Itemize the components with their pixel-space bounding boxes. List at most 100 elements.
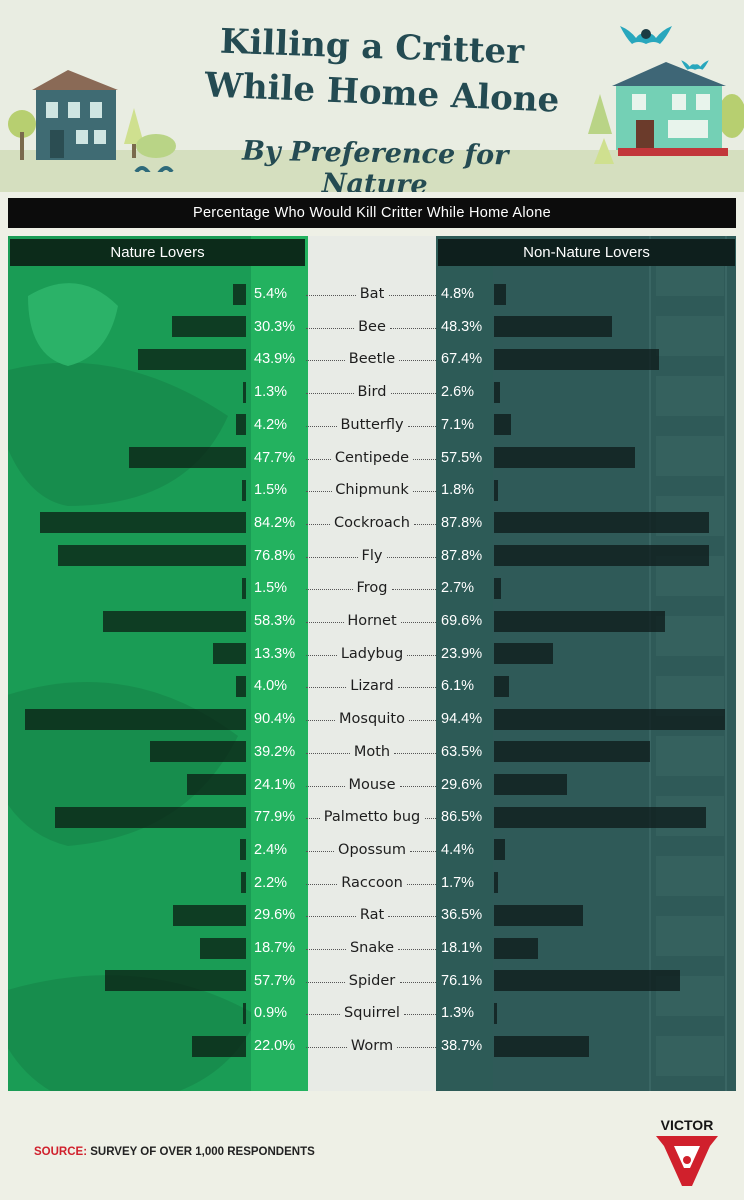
bar-non-nature-4 [494, 414, 512, 436]
critter-label-15: Mouse [348, 776, 396, 793]
bat-small-icon [681, 60, 709, 70]
leader-left-4 [306, 425, 337, 427]
nature-values-strip [251, 236, 308, 1091]
value-non-nature-3: 2.6% [441, 384, 475, 401]
critter-label-11: Ladybug [340, 645, 404, 662]
leader-right-9 [391, 589, 436, 591]
value-nature-8: 76.8% [254, 547, 296, 564]
bar-nature-2 [138, 348, 246, 370]
bar-non-nature-12 [494, 675, 509, 697]
value-nature-22: 0.9% [254, 1005, 288, 1022]
house-right-icon [588, 62, 744, 164]
critter-label-4: Butterfly [340, 416, 404, 433]
leader-left-16 [306, 818, 320, 820]
bar-nature-14 [149, 741, 246, 763]
leader-right-13 [409, 720, 436, 722]
critter-label-22: Squirrel [344, 1005, 400, 1022]
critter-label-19: Rat [359, 907, 385, 924]
critter-label-2: Beetle [348, 351, 396, 368]
leader-right-17 [410, 850, 436, 852]
value-nature-13: 90.4% [254, 711, 296, 728]
leader-left-12 [306, 687, 346, 689]
leader-left-14 [306, 752, 350, 754]
leader-left-9 [306, 589, 353, 591]
critter-label-10: Hornet [347, 613, 397, 629]
bar-non-nature-1 [494, 316, 613, 338]
value-non-nature-5: 57.5% [441, 449, 483, 466]
bar-non-nature-21 [494, 970, 681, 992]
bar-non-nature-13 [494, 708, 726, 730]
critter-label-17: Opossum [338, 841, 406, 858]
bar-nature-6 [242, 479, 246, 501]
bar-non-nature-19 [494, 904, 584, 926]
bar-nature-7 [39, 512, 246, 534]
source-note: SOURCE: SURVEY OF OVER 1,000 RESPONDENTS [34, 1146, 315, 1158]
main-title: Killing a Critter While Home Alone [0, 22, 744, 121]
leader-left-13 [306, 720, 335, 722]
value-non-nature-12: 6.1% [441, 678, 475, 695]
leader-right-16 [424, 818, 436, 820]
value-nature-2: 43.9% [254, 351, 296, 368]
bar-nature-13 [24, 708, 246, 730]
value-non-nature-2: 67.4% [441, 351, 483, 368]
bar-non-nature-18 [494, 872, 499, 894]
critter-label-9: Frog [356, 580, 388, 597]
value-nature-19: 29.6% [254, 907, 296, 924]
subtitle: By Preference for Nature [241, 135, 509, 192]
leader-left-7 [306, 523, 330, 525]
leader-right-3 [390, 393, 436, 395]
bar-nature-1 [171, 316, 246, 338]
logo-text: VICTOR [661, 1117, 714, 1133]
legend-nature-lovers: Nature Lovers [10, 239, 305, 266]
bar-nature-11 [213, 643, 246, 665]
bar-nature-4 [235, 414, 246, 436]
bar-non-nature-7 [494, 512, 710, 534]
header-illustration: Killing a Critter While Home Alone By Pr… [0, 0, 744, 192]
bar-non-nature-2 [494, 348, 660, 370]
bar-nature-9 [242, 577, 246, 599]
ground-strip [0, 150, 744, 192]
bar-non-nature-22 [494, 1002, 498, 1024]
leader-left-0 [306, 295, 356, 296]
leader-left-19 [306, 916, 356, 918]
bat-icon [620, 26, 672, 44]
critter-label-21: Spider [348, 972, 396, 989]
leader-right-6 [412, 491, 436, 493]
leader-left-11 [306, 654, 337, 656]
bar-non-nature-23 [494, 1035, 589, 1057]
value-nature-20: 18.7% [254, 940, 296, 956]
value-non-nature-23: 38.7% [441, 1038, 483, 1055]
value-non-nature-0: 4.8% [441, 286, 475, 302]
house-left-icon [8, 70, 176, 172]
value-nature-0: 5.4% [254, 286, 288, 302]
value-nature-4: 4.2% [254, 416, 288, 433]
leader-right-14 [394, 752, 436, 754]
bar-non-nature-8 [494, 545, 710, 567]
value-non-nature-9: 2.7% [441, 580, 475, 597]
value-non-nature-19: 36.5% [441, 907, 483, 924]
value-nature-16: 77.9% [254, 809, 296, 826]
value-nature-6: 1.5% [254, 482, 288, 499]
leader-left-6 [306, 491, 332, 493]
critter-label-18: Raccoon [341, 874, 403, 891]
value-nature-7: 84.2% [254, 514, 296, 531]
leader-right-10 [400, 622, 436, 623]
value-non-nature-15: 29.6% [441, 776, 483, 793]
value-non-nature-4: 7.1% [441, 416, 475, 433]
bar-nature-0 [232, 283, 246, 305]
value-non-nature-7: 87.8% [441, 514, 483, 531]
leader-left-21 [306, 981, 345, 983]
critter-label-1: Bee [358, 318, 386, 335]
bar-non-nature-20 [494, 937, 539, 959]
critter-label-0: Bat [359, 286, 385, 302]
bar-nature-3 [242, 381, 246, 403]
value-nature-10: 58.3% [254, 613, 296, 629]
bar-non-nature-17 [494, 839, 505, 861]
critter-label-12: Lizard [350, 678, 394, 695]
leader-left-8 [306, 556, 358, 558]
critter-label-8: Fly [361, 547, 383, 564]
bar-non-nature-16 [494, 806, 706, 828]
bar-nature-12 [236, 675, 246, 697]
bar-non-nature-3 [494, 381, 501, 403]
bar-non-nature-15 [494, 774, 567, 795]
